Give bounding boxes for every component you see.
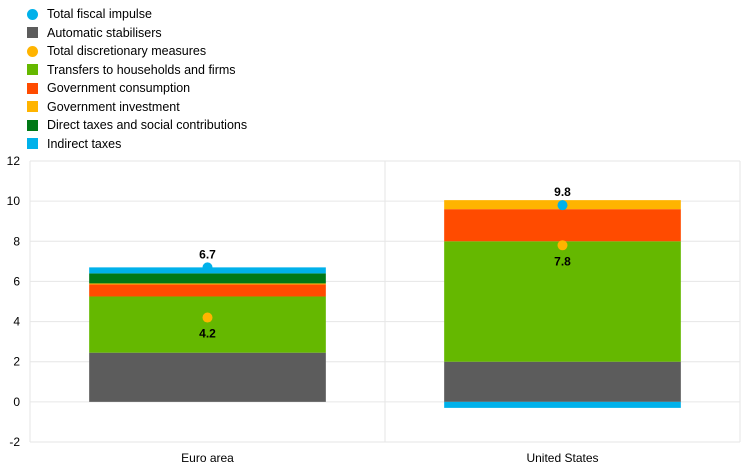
bar-segment-government-consumption xyxy=(444,209,681,242)
x-tick-label: Euro area xyxy=(181,451,234,465)
legend-item: Government investment xyxy=(27,98,247,117)
bar-segment-government-consumption xyxy=(89,284,326,297)
legend-item: Total fiscal impulse xyxy=(27,5,247,24)
marker-total-discretionary-measures xyxy=(202,312,213,323)
legend-item: Indirect taxes xyxy=(27,135,247,154)
legend-dot-marker xyxy=(27,8,38,20)
bar-segment-indirect-taxes xyxy=(444,401,681,408)
marker-total-fiscal-impulse xyxy=(557,200,568,211)
y-tick-label: 10 xyxy=(7,194,21,208)
bar-segment-transfers-to-households-and-firms xyxy=(89,296,326,353)
legend-swatch xyxy=(27,27,38,39)
legend-swatch xyxy=(27,119,38,131)
legend-label: Government consumption xyxy=(47,81,191,96)
marker-total-fiscal-impulse xyxy=(202,262,213,273)
y-tick-label: 2 xyxy=(13,355,20,369)
bar-segment-government-investment xyxy=(89,283,326,285)
y-tick-label: 8 xyxy=(13,234,20,248)
legend-item: Government consumption xyxy=(27,79,247,98)
y-tick-label: -2 xyxy=(9,435,20,449)
legend-item: Direct taxes and social contributions xyxy=(27,116,247,135)
legend-swatch xyxy=(27,64,38,76)
marker-total-discretionary-measures xyxy=(557,240,568,251)
bar-segment-automatic-stabilisers xyxy=(89,352,326,402)
legend-label: Total fiscal impulse xyxy=(47,7,152,22)
x-tick-label: United States xyxy=(526,451,598,465)
y-tick-label: 12 xyxy=(7,154,21,168)
legend-swatch xyxy=(27,138,38,150)
legend-label: Indirect taxes xyxy=(47,136,122,151)
legend-label: Transfers to households and firms xyxy=(47,62,236,77)
y-tick-label: 4 xyxy=(13,315,20,329)
data-label: 6.7 xyxy=(199,247,216,261)
legend-dot-marker xyxy=(27,45,38,57)
legend-swatch xyxy=(27,82,38,94)
legend-label: Government investment xyxy=(47,99,180,114)
legend-item: Total discretionary measures xyxy=(27,42,247,61)
legend-label: Automatic stabilisers xyxy=(47,25,162,40)
y-tick-label: 6 xyxy=(13,274,20,288)
legend-label: Direct taxes and social contributions xyxy=(47,118,248,133)
bar-segment-automatic-stabilisers xyxy=(444,361,681,402)
data-label: 4.2 xyxy=(199,327,216,341)
bar-segment-transfers-to-households-and-firms xyxy=(444,241,681,362)
legend-item: Transfers to households and firms xyxy=(27,61,247,80)
legend-swatch xyxy=(27,101,38,113)
data-label: 9.8 xyxy=(554,185,571,199)
legend-label: Total discretionary measures xyxy=(47,44,207,59)
legend-item: Automatic stabilisers xyxy=(27,24,247,43)
y-tick-label: 0 xyxy=(13,395,20,409)
data-label: 7.8 xyxy=(554,254,571,268)
legend: Total fiscal impulse Automatic stabiliser… xyxy=(27,5,247,153)
bar-segment-direct-taxes-and-social-contributions xyxy=(89,273,326,284)
